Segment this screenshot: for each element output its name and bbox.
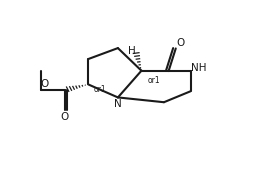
Text: N: N [114, 99, 122, 109]
Text: O: O [41, 79, 49, 89]
Text: NH: NH [191, 63, 206, 73]
Text: O: O [60, 112, 69, 122]
Text: O: O [176, 38, 185, 48]
Text: or1: or1 [93, 85, 106, 94]
Text: or1: or1 [148, 76, 160, 85]
Text: H: H [128, 46, 136, 56]
